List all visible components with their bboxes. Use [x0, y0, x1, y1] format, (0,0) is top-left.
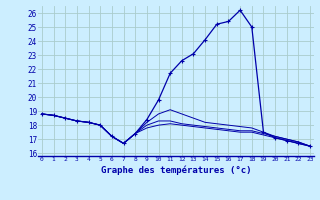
X-axis label: Graphe des températures (°c): Graphe des températures (°c)	[101, 165, 251, 175]
